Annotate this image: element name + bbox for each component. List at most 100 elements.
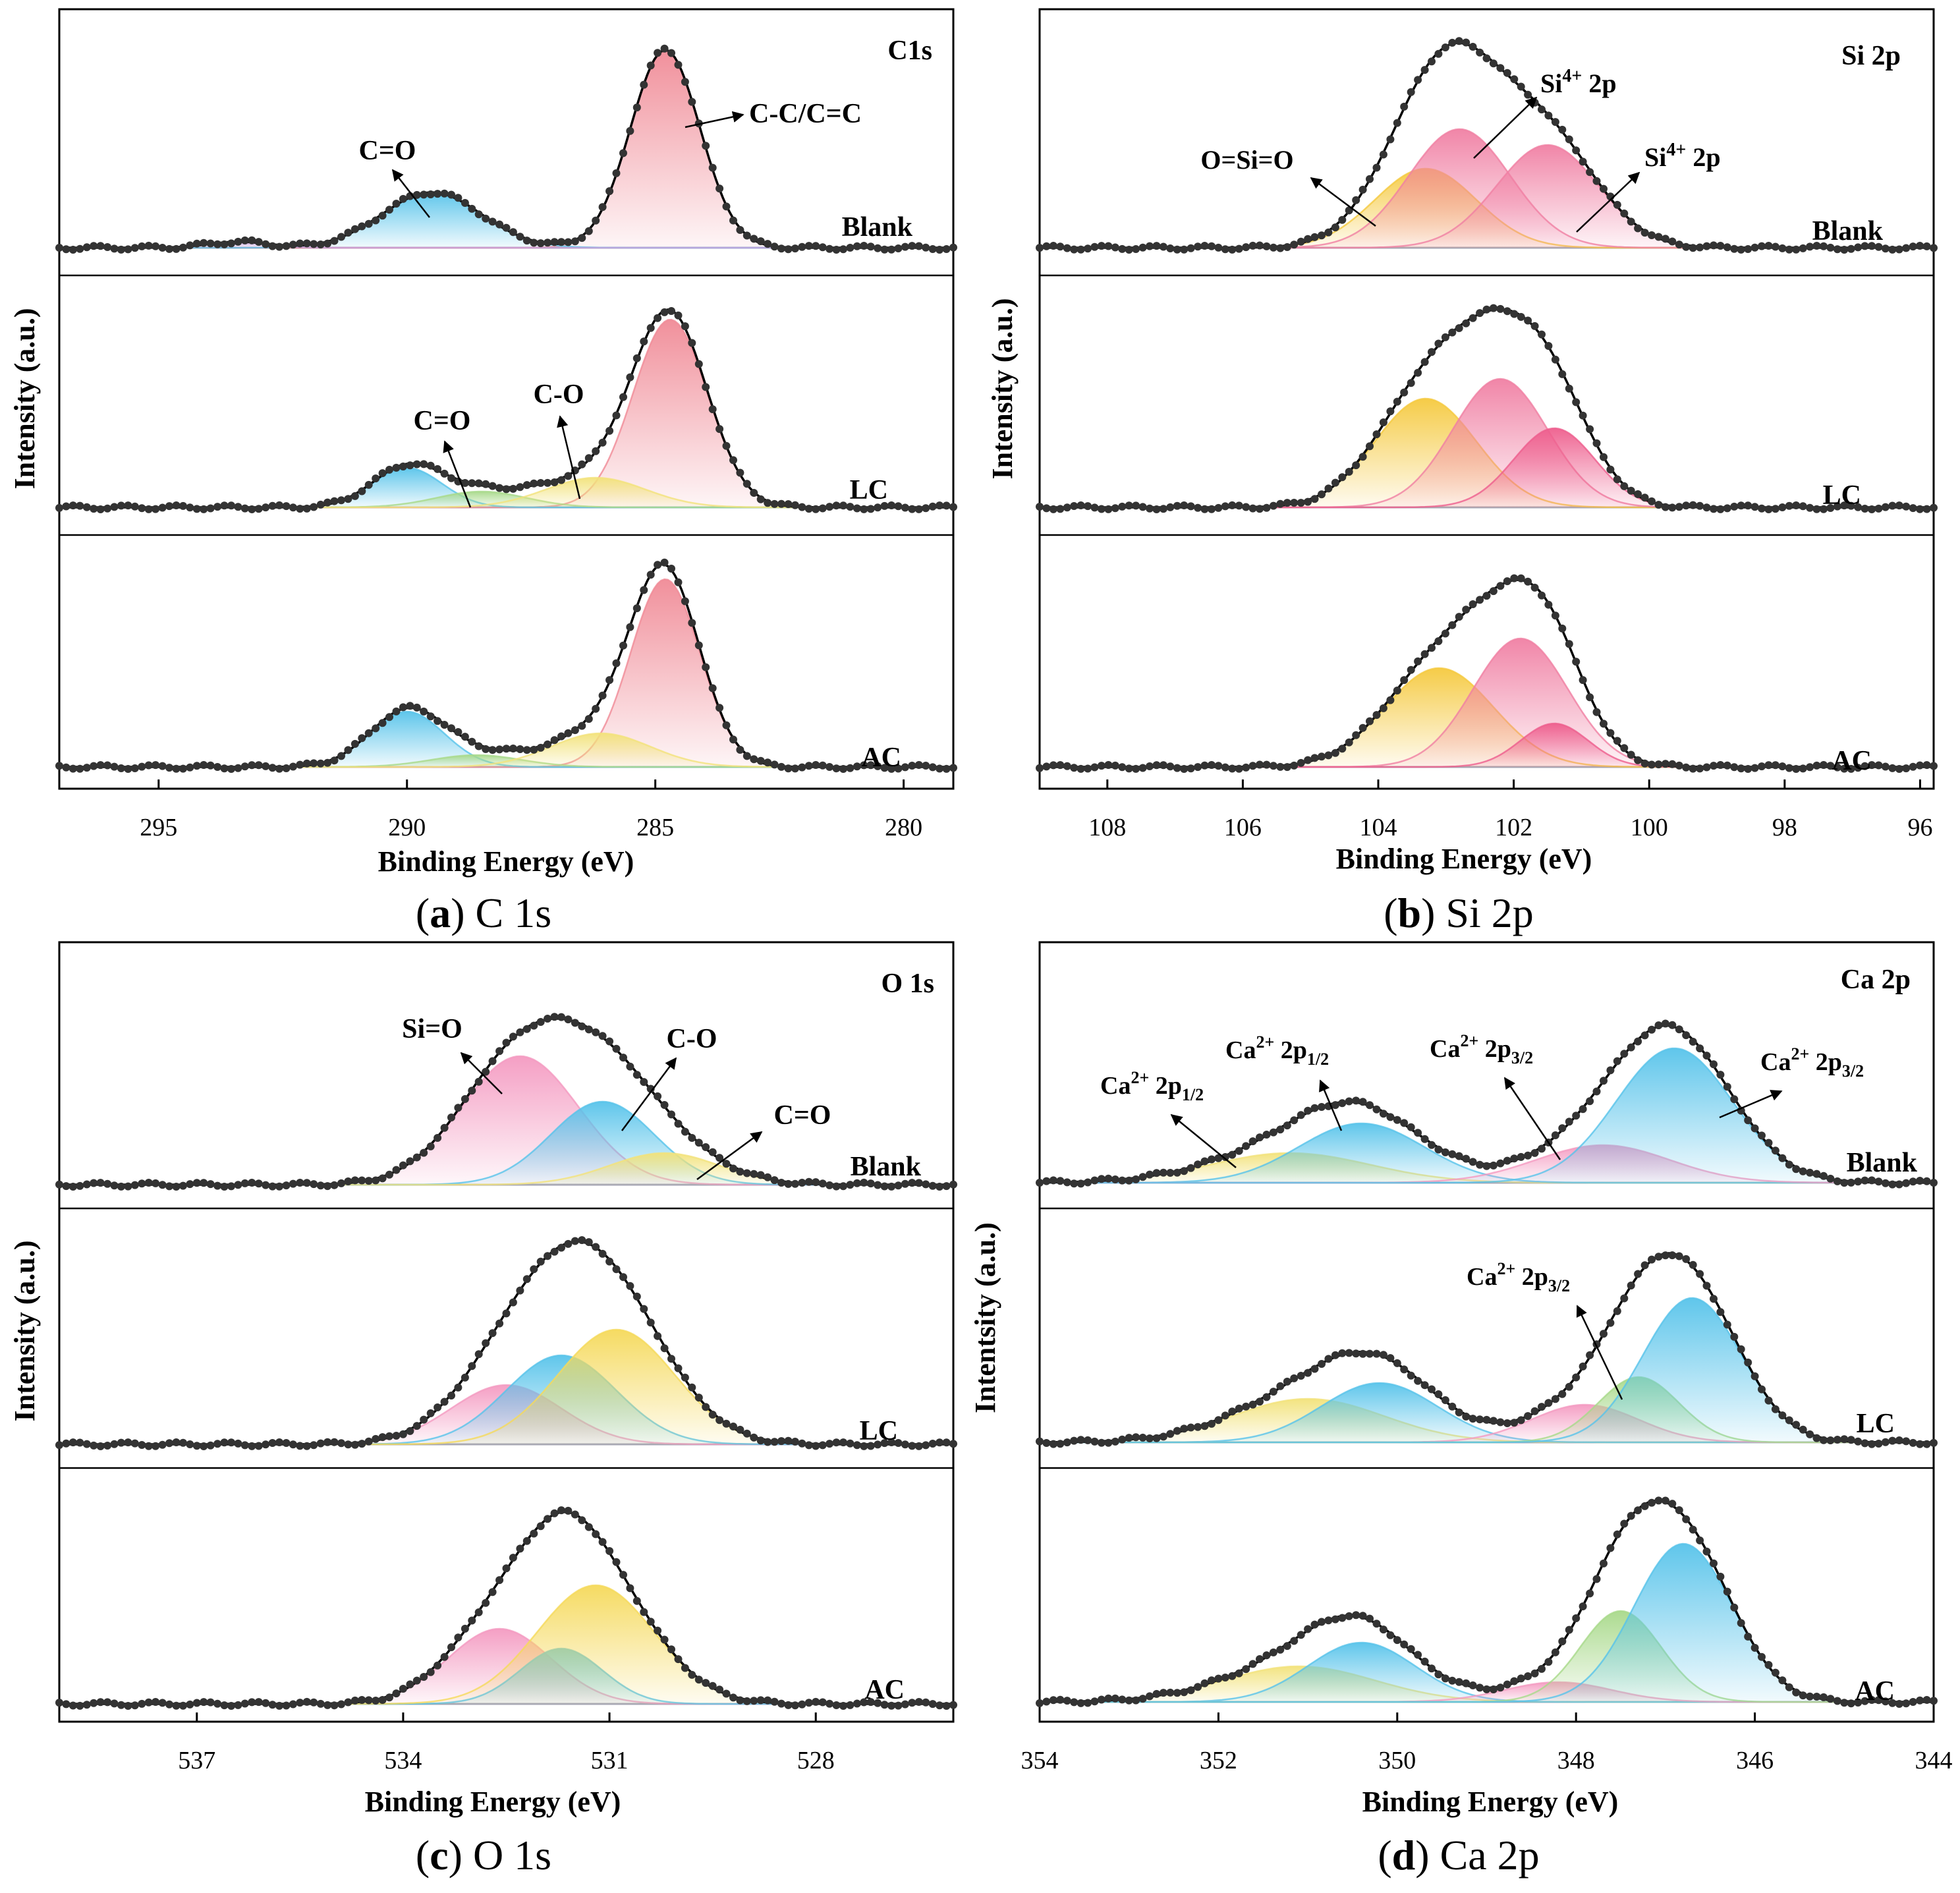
panel-d-lc-peak-0-fill (1040, 1399, 1934, 1442)
panel-d-blank-point (1152, 1169, 1161, 1177)
panel-b-blank-point (1063, 244, 1071, 252)
panel-c-ac-point (908, 1699, 916, 1707)
panel-c-blank-point (296, 1179, 304, 1187)
panel-a-ac-point (316, 759, 325, 768)
panel-a-ac-point (254, 761, 263, 770)
panel-c-annotation-c-o2: C=O (774, 1100, 831, 1131)
panel-a-lc-point (385, 465, 393, 474)
panel-b-ac-point (1318, 752, 1326, 761)
panel-b-blank-point (1544, 111, 1553, 120)
panel-a-blank-point (103, 243, 112, 251)
panel-b-ac-point (1661, 760, 1669, 768)
panel-a-lc-peak-0-fill (59, 320, 953, 507)
panel-d-lc-point (1214, 1416, 1223, 1425)
panel-c-lc-point (571, 1237, 579, 1245)
panel-c-blank-point (186, 1180, 194, 1189)
panel-d-ac-point (1310, 1620, 1319, 1629)
panel-d-blank-point (1668, 1021, 1677, 1029)
panel-b-annotation-si4-b-sup: 4+ (1666, 140, 1686, 160)
panel-d-blank-point (1262, 1131, 1271, 1139)
panel-a-blank-point (736, 226, 744, 234)
panel-b-ac-point (1194, 763, 1202, 772)
panel-b-blank-point (1600, 184, 1608, 193)
panel-d-lc-point (1874, 1440, 1883, 1448)
panel-d-ac-point (1042, 1697, 1051, 1706)
panel-b-x-ticks: 108 106 104 102 100 98 96 (1088, 779, 1932, 841)
panel-a-blank-point (330, 237, 339, 245)
panel-b-blank-point (1668, 237, 1677, 246)
panel-c-blank-point (654, 1092, 662, 1100)
panel-b-ac-point (1407, 665, 1415, 674)
panel-d-blank-peak-3-fill (1040, 1048, 1934, 1183)
panel-a-blank-point (372, 216, 380, 225)
panel-b-ac-point (1668, 760, 1677, 768)
panel-b-ac-point (1235, 764, 1243, 773)
panel-b-ac-point (1414, 657, 1422, 665)
panel-a-ac-point (227, 765, 235, 773)
panel-c-lc-point (144, 1442, 153, 1450)
panel-b-ac-point (1146, 762, 1154, 770)
panel-d-ac-point (1084, 1699, 1092, 1707)
panel-c-ac-point (426, 1668, 435, 1676)
panel-b-blank-point (1586, 168, 1594, 177)
panel-b-ac-point (1304, 756, 1312, 764)
panel-a-blank-point (812, 242, 820, 250)
panel-d-sample-label-2: AC (1855, 1676, 1895, 1707)
panel-d-x-tick-label-0: 354 (1021, 1747, 1059, 1774)
panel-c-lc-point (605, 1257, 614, 1266)
panel-c-lc-point (764, 1438, 772, 1446)
panel-d-lc-point (1551, 1395, 1559, 1403)
panel-d-ac-envelope (1040, 1499, 1934, 1703)
panel-b-ac-point (1558, 624, 1567, 633)
panel-d-lc-point (1138, 1433, 1147, 1442)
panel-a-lc-point (826, 503, 834, 511)
panel-b-ac-point (1276, 762, 1285, 771)
panel-a-lc-point (784, 500, 793, 509)
panel-d-blank-point (1758, 1131, 1766, 1140)
panel-c-blank-point (632, 1071, 641, 1079)
panel-d-blank-point (1682, 1031, 1691, 1040)
panel-d-lc-point (1324, 1355, 1333, 1363)
panel-c-lc-point (310, 1441, 318, 1450)
panel-a-lc-point (240, 504, 249, 513)
panel-a-arrow-c-o-lc (557, 415, 581, 499)
panel-a-ac-point (667, 565, 675, 573)
panel-b-ac-point (1434, 637, 1443, 646)
panel-a-ac-point (461, 733, 469, 741)
panel-a-ac-point (619, 641, 627, 650)
panel-c-lc-point (736, 1425, 744, 1434)
panel-a-blank-point (434, 190, 442, 198)
panel-a-blank-point (715, 184, 724, 193)
panel-d-lc-point (1640, 1261, 1649, 1270)
panel-d-lc-point (1248, 1400, 1257, 1409)
panel-a-blank-point (461, 199, 469, 207)
panel-a-ac-point (302, 759, 311, 768)
panel-d-annotation-ca-c-sub: 3/2 (1511, 1048, 1533, 1067)
panel-c-blank-point (96, 1179, 105, 1187)
panel-b-lc-point (1592, 439, 1601, 447)
panel-b-ac-point (1441, 629, 1449, 638)
panel-b-blank-point (1551, 118, 1559, 127)
panel-c-blank-point (254, 1179, 263, 1188)
panel-d-lc-point (1661, 1251, 1669, 1260)
panel-b-lc-point (1881, 503, 1890, 511)
panel-b-ac-point (1716, 761, 1725, 769)
panel-b-annotation-osio: O=Si=O (1200, 145, 1293, 175)
panel-b-blank-point (1895, 245, 1903, 254)
panel-c-blank-point (942, 1182, 951, 1191)
panel-a-lc-point (440, 469, 449, 478)
panel-b-lc-point (1489, 304, 1498, 312)
panel-a-blank-point (399, 194, 407, 203)
panel-c-ac-point (468, 1616, 476, 1625)
panel-b-ac-point (1799, 764, 1807, 773)
panel-b-blank-point (1922, 242, 1931, 250)
panel-b-blank-point (1173, 245, 1181, 254)
panel-a-lc-point (364, 480, 373, 489)
panel-d-ac-point (1661, 1496, 1669, 1505)
panel-c-lc-point (213, 1440, 222, 1448)
panel-a-blank-point (179, 243, 187, 252)
panel-d-lc-point (1070, 1436, 1078, 1445)
panel-d-lc-point (1077, 1436, 1085, 1444)
panel-b-lc-point (1922, 505, 1931, 513)
panel-d-arrow-ca-b (1319, 1079, 1343, 1131)
